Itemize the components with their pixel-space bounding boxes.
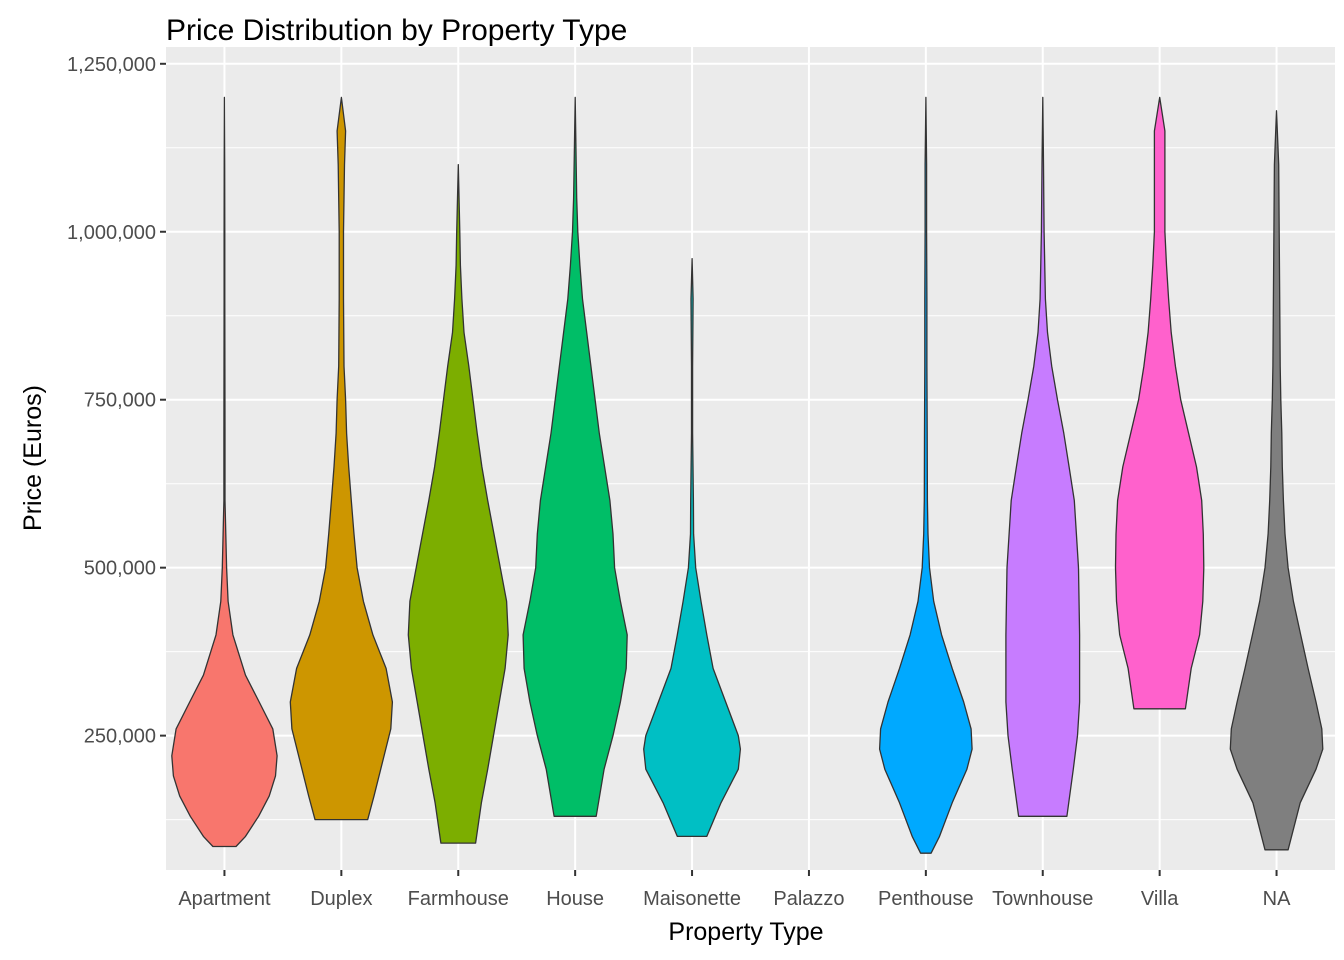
- x-tick-label: Apartment: [178, 888, 271, 910]
- violin-penthouse: [878, 96, 973, 854]
- violin-townhouse: [1005, 96, 1081, 817]
- y-tick-label: 1,250,000: [67, 54, 156, 76]
- violins: [171, 96, 1324, 854]
- x-tick-label: House: [546, 888, 604, 910]
- chart-title: Price Distribution by Property Type: [166, 14, 627, 47]
- y-tick-label: 1,000,000: [67, 222, 156, 244]
- x-tick-label: Townhouse: [992, 888, 1093, 910]
- violin-apartment: [171, 96, 278, 848]
- violin-villa: [1114, 96, 1205, 710]
- violin-duplex: [289, 96, 394, 821]
- y-axis: 250,000 500,000 750,000 1,000,000 1,250,000: [67, 54, 166, 748]
- x-tick-label: Palazzo: [773, 888, 844, 910]
- x-tick-label: Farmhouse: [408, 888, 509, 910]
- y-axis-title: Price (Euros): [19, 385, 47, 531]
- x-tick-label: NA: [1263, 888, 1291, 910]
- violin-house: [522, 96, 628, 817]
- y-tick-label: 750,000: [84, 390, 156, 412]
- x-tick-label: Penthouse: [878, 888, 974, 910]
- x-tick-label: Duplex: [310, 888, 372, 910]
- x-tick-label: Villa: [1141, 888, 1179, 910]
- x-tick-label: Maisonette: [643, 888, 741, 910]
- x-axis-title: Property Type: [668, 918, 823, 946]
- violin-na: [1229, 110, 1324, 851]
- y-tick-label: 250,000: [84, 726, 156, 748]
- violin-maisonette: [643, 257, 742, 838]
- violin-farmhouse: [407, 163, 509, 844]
- y-tick-label: 500,000: [84, 558, 156, 580]
- x-axis: Apartment Duplex Farmhouse House Maisonette P…: [178, 870, 1291, 910]
